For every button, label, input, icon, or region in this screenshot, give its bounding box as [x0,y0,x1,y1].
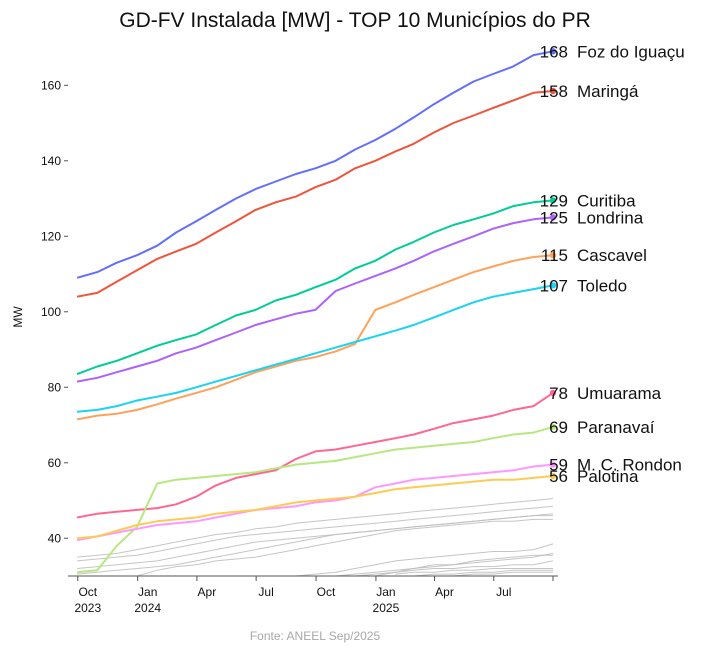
end-value-foz-do-iguacu: 168 [540,42,568,61]
end-name-umuarama: Umuarama [577,384,662,403]
background-series-group [77,498,554,577]
series-line-paranavai [77,425,554,574]
x-tick-label-6: Apr [435,585,454,599]
series-line-curitiba [76,199,554,376]
x-axis: Oct 2023 Jan 2024 Apr Jul Oct Jan 2025 Apr Jul [68,575,558,615]
background-series-line-8 [375,554,553,577]
background-series-line-6 [295,543,554,577]
series-line-foz-do-iguacu [76,50,554,279]
top10-series-group [76,48,557,574]
series-line-londrina [76,216,554,383]
series-end-point-umuarama [549,389,557,397]
x-tick-year-0: 2023 [74,601,101,615]
series-end-point-maringa [549,87,557,95]
y-axis: 40 60 80 100 120 140 160 [41,78,68,545]
end-value-m-c-rondon: 59 [549,456,568,475]
end-name-palotina: Palotina [577,467,639,486]
x-tick-label-4: Oct [317,585,336,599]
end-value-umuarama: 78 [549,384,568,403]
source-note: Fonte: ANEEL Sep/2025 [249,629,381,643]
series-end-point-palotina [549,472,557,480]
series-line-umuarama [76,392,554,519]
end-value-toledo: 107 [540,276,568,295]
y-tick-label-80: 80 [48,380,62,394]
end-value-londrina: 125 [540,208,568,227]
series-line-maringa [76,90,554,298]
background-series-line-7 [335,552,554,577]
end-name-m-c-rondon: M. C. Rondon [577,456,682,475]
background-series-line-12 [453,571,553,577]
series-line-palotina [77,475,554,540]
background-series-line-10 [395,568,553,575]
end-value-maringa: 158 [540,82,568,101]
end-name-foz-do-iguacu: Foz do Iguaçu [577,42,685,61]
y-tick-label-100: 100 [41,305,61,319]
end-value-paranavai: 69 [549,418,568,437]
y-tick-label-60: 60 [48,456,62,470]
y-tick-label-40: 40 [48,531,62,545]
background-series-line-2 [77,505,554,562]
end-name-toledo: Toledo [577,276,627,295]
x-tick-label-7: Jul [496,585,511,599]
series-end-point-m-c-rondon [549,461,557,468]
series-end-point-londrina [549,214,557,221]
series-line-m-c-rondon [76,463,554,542]
series-line-toledo [77,284,554,413]
series-end-point-paranavai [549,423,557,431]
end-name-maringa: Maringá [577,82,639,101]
x-tick-year-1: 2024 [134,601,161,615]
background-series-line-4 [77,515,553,575]
background-series-line-9 [355,560,554,577]
series-end-point-cascavel [549,252,557,259]
x-tick-label-5: Jan [376,585,395,599]
background-series-line-11 [413,569,553,577]
x-tick-label-3: Jul [258,585,273,599]
x-tick-label-0: Oct [78,585,97,599]
background-series-line-5 [136,518,553,577]
series-end-point-curitiba [549,197,557,204]
end-name-paranavai: Paranavaí [577,418,655,437]
end-name-cascavel: Cascavel [577,246,647,265]
series-end-point-toledo [549,282,557,289]
end-value-cascavel: 115 [541,246,568,265]
x-tick-label-2: Apr [198,585,217,599]
series-line-cascavel [76,254,554,421]
series-end-point-foz-do-iguacu [549,48,557,55]
end-value-palotina: 56 [549,467,568,486]
end-name-londrina: Londrina [577,208,644,227]
y-tick-label-140: 140 [41,154,61,168]
y-axis-title: MW [11,306,25,328]
x-tick-year-5: 2025 [373,601,400,615]
end-value-curitiba: 129 [540,191,568,210]
end-labels-group: 168 Foz do Iguaçu 158 Maringá 129 Curitiba 125… [540,42,685,486]
y-tick-label-120: 120 [41,229,61,243]
x-tick-label-1: Jan [138,585,157,599]
chart-title: GD-FV Instalada [MW] - TOP 10 Municípios… [119,9,591,32]
background-series-line-1 [77,498,554,558]
y-tick-label-160: 160 [41,78,61,92]
end-name-curitiba: Curitiba [577,191,636,210]
